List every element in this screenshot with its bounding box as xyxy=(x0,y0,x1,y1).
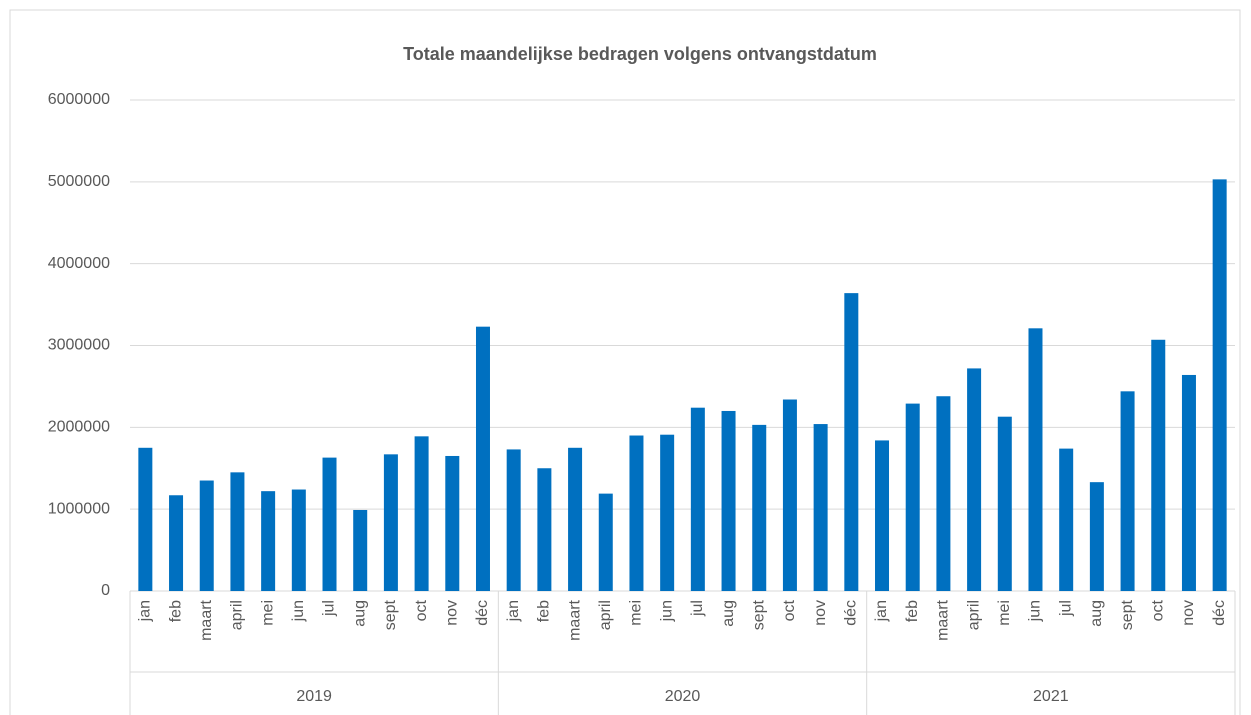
bar xyxy=(875,440,890,591)
x-tick-label: jun xyxy=(658,600,675,622)
bar xyxy=(1181,374,1196,591)
x-tick-label: déc xyxy=(474,600,491,626)
bar xyxy=(690,407,705,591)
x-tick-label: déc xyxy=(843,600,860,626)
x-tick-label: maart xyxy=(935,599,952,640)
bar xyxy=(1089,482,1104,591)
bar xyxy=(598,493,613,591)
x-tick-label: jan xyxy=(873,600,890,622)
x-tick-label: jan xyxy=(505,600,522,622)
group-label: 2019 xyxy=(296,688,332,705)
bar xyxy=(844,293,859,591)
y-tick-label: 3000000 xyxy=(48,337,110,354)
bar xyxy=(997,416,1012,591)
bar xyxy=(353,509,368,591)
x-tick-label: sept xyxy=(382,599,399,630)
bar xyxy=(905,403,920,591)
x-tick-label: oct xyxy=(1149,599,1166,621)
x-tick-label: feb xyxy=(167,600,184,622)
bar xyxy=(169,495,184,591)
x-tick-label: maart xyxy=(566,599,583,640)
bar xyxy=(445,455,460,591)
x-tick-label: maart xyxy=(198,599,215,640)
x-tick-label: sept xyxy=(750,599,767,630)
x-tick-label: déc xyxy=(1211,600,1228,626)
x-tick-label: oct xyxy=(413,599,430,621)
bar xyxy=(261,491,276,591)
chart-frame xyxy=(9,9,1241,715)
bar xyxy=(291,489,306,591)
bar xyxy=(1059,448,1074,591)
x-tick-label: aug xyxy=(720,600,737,627)
x-tick-label: nov xyxy=(1180,600,1197,626)
x-tick-label: april xyxy=(597,600,614,630)
y-tick-label: 4000000 xyxy=(48,255,110,272)
x-tick-label: feb xyxy=(536,600,553,622)
y-tick-label: 0 xyxy=(101,582,110,599)
bar xyxy=(414,436,429,591)
bar xyxy=(1151,339,1166,591)
bar xyxy=(322,457,337,591)
bar xyxy=(138,447,153,591)
bar xyxy=(782,399,797,591)
bar xyxy=(1120,391,1135,591)
y-tick-label: 6000000 xyxy=(48,91,110,108)
y-tick-label: 5000000 xyxy=(48,173,110,190)
x-tick-label: sept xyxy=(1119,599,1136,630)
x-tick-label: jul xyxy=(321,600,338,617)
bar xyxy=(660,434,675,591)
x-tick-label: mei xyxy=(996,600,1013,626)
chart-title: Totale maandelijkse bedragen volgens ont… xyxy=(403,44,877,64)
bar xyxy=(230,472,245,591)
x-tick-label: jan xyxy=(137,600,154,622)
x-tick-label: jun xyxy=(290,600,307,622)
x-tick-label: jul xyxy=(1057,600,1074,617)
x-tick-label: jul xyxy=(689,600,706,617)
x-tick-label: mei xyxy=(259,600,276,626)
bar xyxy=(383,454,398,591)
bar xyxy=(1212,179,1227,591)
x-tick-label: april xyxy=(965,600,982,630)
bar xyxy=(721,410,736,591)
x-tick-label: nov xyxy=(444,600,461,626)
x-tick-label: nov xyxy=(812,600,829,626)
x-tick-label: april xyxy=(229,600,246,630)
bar xyxy=(936,396,951,591)
bar xyxy=(752,424,767,591)
x-tick-label: jun xyxy=(1027,600,1044,622)
bar xyxy=(475,326,490,591)
bar xyxy=(537,468,552,591)
bar xyxy=(967,368,982,591)
bar xyxy=(813,424,828,591)
x-tick-label: oct xyxy=(781,599,798,621)
x-tick-label: feb xyxy=(904,600,921,622)
bar xyxy=(506,449,521,591)
group-label: 2020 xyxy=(665,688,701,705)
x-tick-label: mei xyxy=(628,600,645,626)
bar xyxy=(1028,328,1043,591)
y-tick-label: 1000000 xyxy=(48,500,110,517)
x-tick-label: aug xyxy=(1088,600,1105,627)
group-label: 2021 xyxy=(1033,688,1069,705)
bar xyxy=(568,447,583,591)
y-tick-label: 2000000 xyxy=(48,419,110,436)
bar xyxy=(199,480,214,591)
x-tick-label: aug xyxy=(351,600,368,627)
bar xyxy=(629,435,644,591)
